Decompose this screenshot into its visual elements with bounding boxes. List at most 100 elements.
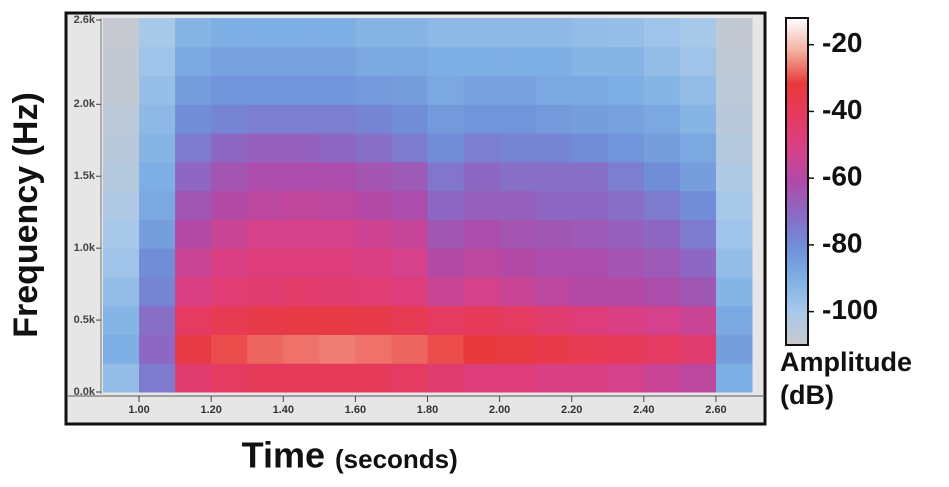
heatmap-cell bbox=[283, 46, 320, 77]
heatmap-cell bbox=[463, 104, 501, 134]
heatmap-cell bbox=[391, 219, 428, 249]
heatmap-cell bbox=[247, 133, 284, 163]
heatmap-cell bbox=[175, 248, 212, 278]
heatmap-cell bbox=[463, 75, 501, 105]
x-tick-label: 2.60 bbox=[705, 404, 726, 416]
y-tick-label: 0.0k bbox=[74, 386, 96, 398]
heatmap-cell bbox=[679, 46, 717, 77]
heatmap-cell bbox=[427, 190, 465, 220]
heatmap-cell bbox=[607, 219, 645, 249]
heatmap-cell bbox=[391, 161, 428, 192]
heatmap-cell bbox=[607, 305, 645, 335]
heatmap-cell bbox=[355, 161, 392, 192]
heatmap-cell bbox=[607, 248, 645, 278]
heatmap-cell bbox=[427, 18, 465, 48]
y-tick-label: 1.0k bbox=[74, 242, 96, 254]
heatmap-cell bbox=[535, 190, 573, 220]
heatmap-cell bbox=[571, 363, 609, 393]
heatmap-cell bbox=[535, 161, 573, 192]
x-tick-label: 1.40 bbox=[273, 404, 294, 416]
heatmap-cell bbox=[247, 248, 284, 278]
colorbar-tick-label: -80 bbox=[822, 227, 862, 258]
heatmap-cell bbox=[607, 276, 645, 307]
heatmap-cell bbox=[427, 363, 465, 393]
heatmap-cell bbox=[283, 305, 320, 335]
heatmap-cell bbox=[463, 276, 501, 307]
heatmap-cell bbox=[283, 18, 320, 48]
heatmap-cell bbox=[499, 334, 537, 364]
heatmap-cell bbox=[679, 133, 717, 163]
heatmap-cell bbox=[175, 18, 212, 48]
heatmap-cell bbox=[283, 219, 320, 249]
heatmap-cell bbox=[715, 104, 753, 134]
heatmap-cell bbox=[103, 219, 140, 249]
heatmap-cell bbox=[103, 161, 140, 192]
heatmap-cell bbox=[283, 248, 320, 278]
heatmap-cell bbox=[607, 133, 645, 163]
heatmap-cell bbox=[679, 248, 717, 278]
heatmap-cell bbox=[463, 305, 501, 335]
heatmap-cell bbox=[355, 363, 392, 393]
heatmap-cell bbox=[499, 46, 537, 77]
heatmap-cell bbox=[355, 248, 392, 278]
heatmap-cell bbox=[247, 276, 284, 307]
heatmap-cell bbox=[715, 18, 753, 48]
heatmap-cell bbox=[607, 161, 645, 192]
heatmap-cell bbox=[103, 276, 140, 307]
heatmap-cell bbox=[355, 190, 392, 220]
heatmap-cell bbox=[607, 18, 645, 48]
heatmap-cell bbox=[319, 334, 356, 364]
heatmap-cell bbox=[103, 75, 140, 105]
heatmap-cell bbox=[715, 276, 753, 307]
heatmap-cell bbox=[571, 334, 609, 364]
heatmap-cell bbox=[535, 334, 573, 364]
x-axis-title: Time bbox=[242, 435, 325, 476]
heatmap-cell bbox=[499, 190, 537, 220]
x-tick-label: 1.00 bbox=[128, 404, 149, 416]
colorbar-title: Amplitude (dB) bbox=[780, 347, 912, 410]
heatmap-cell bbox=[319, 75, 356, 105]
heatmap-cell bbox=[571, 190, 609, 220]
heatmap-cell bbox=[211, 248, 248, 278]
heatmap-cell bbox=[175, 305, 212, 335]
heatmap-cell bbox=[643, 190, 681, 220]
heatmap-cell bbox=[571, 75, 609, 105]
heatmap-cell bbox=[211, 46, 248, 77]
heatmap-cell bbox=[643, 219, 681, 249]
heatmap-cell bbox=[499, 133, 537, 163]
heatmap-cell bbox=[211, 219, 248, 249]
heatmap-cell bbox=[139, 133, 176, 163]
heatmap-cell bbox=[211, 190, 248, 220]
heatmap-cell bbox=[535, 133, 573, 163]
heatmap-cell bbox=[499, 75, 537, 105]
heatmap-cell bbox=[319, 161, 356, 192]
heatmap-cell bbox=[391, 305, 428, 335]
heatmap-cell bbox=[679, 104, 717, 134]
heatmap-cell bbox=[175, 363, 212, 393]
heatmap-cell bbox=[571, 305, 609, 335]
heatmap-cell bbox=[679, 219, 717, 249]
heatmap-cell bbox=[247, 219, 284, 249]
heatmap-cell bbox=[535, 276, 573, 307]
heatmap-cell bbox=[319, 276, 356, 307]
heatmap-cell bbox=[535, 219, 573, 249]
heatmap-cell bbox=[211, 75, 248, 105]
heatmap-cell bbox=[139, 219, 176, 249]
heatmap-cell bbox=[355, 104, 392, 134]
heatmap-cell bbox=[643, 104, 681, 134]
heatmap-cell bbox=[643, 305, 681, 335]
x-tick-label: 1.80 bbox=[417, 404, 438, 416]
heatmap-cell bbox=[283, 334, 320, 364]
heatmap-cell bbox=[535, 75, 573, 105]
heatmap-cell bbox=[643, 133, 681, 163]
colorbar-tick-label: -20 bbox=[822, 27, 862, 58]
heatmap-cell bbox=[211, 18, 248, 48]
heatmap-cell bbox=[427, 133, 465, 163]
heatmap-cell bbox=[571, 219, 609, 249]
heatmap-cell bbox=[355, 334, 392, 364]
colorbar bbox=[785, 17, 809, 346]
heatmap-cell bbox=[175, 334, 212, 364]
heatmap-cell bbox=[103, 363, 140, 393]
y-axis-title: Frequency (Hz) bbox=[7, 92, 45, 338]
